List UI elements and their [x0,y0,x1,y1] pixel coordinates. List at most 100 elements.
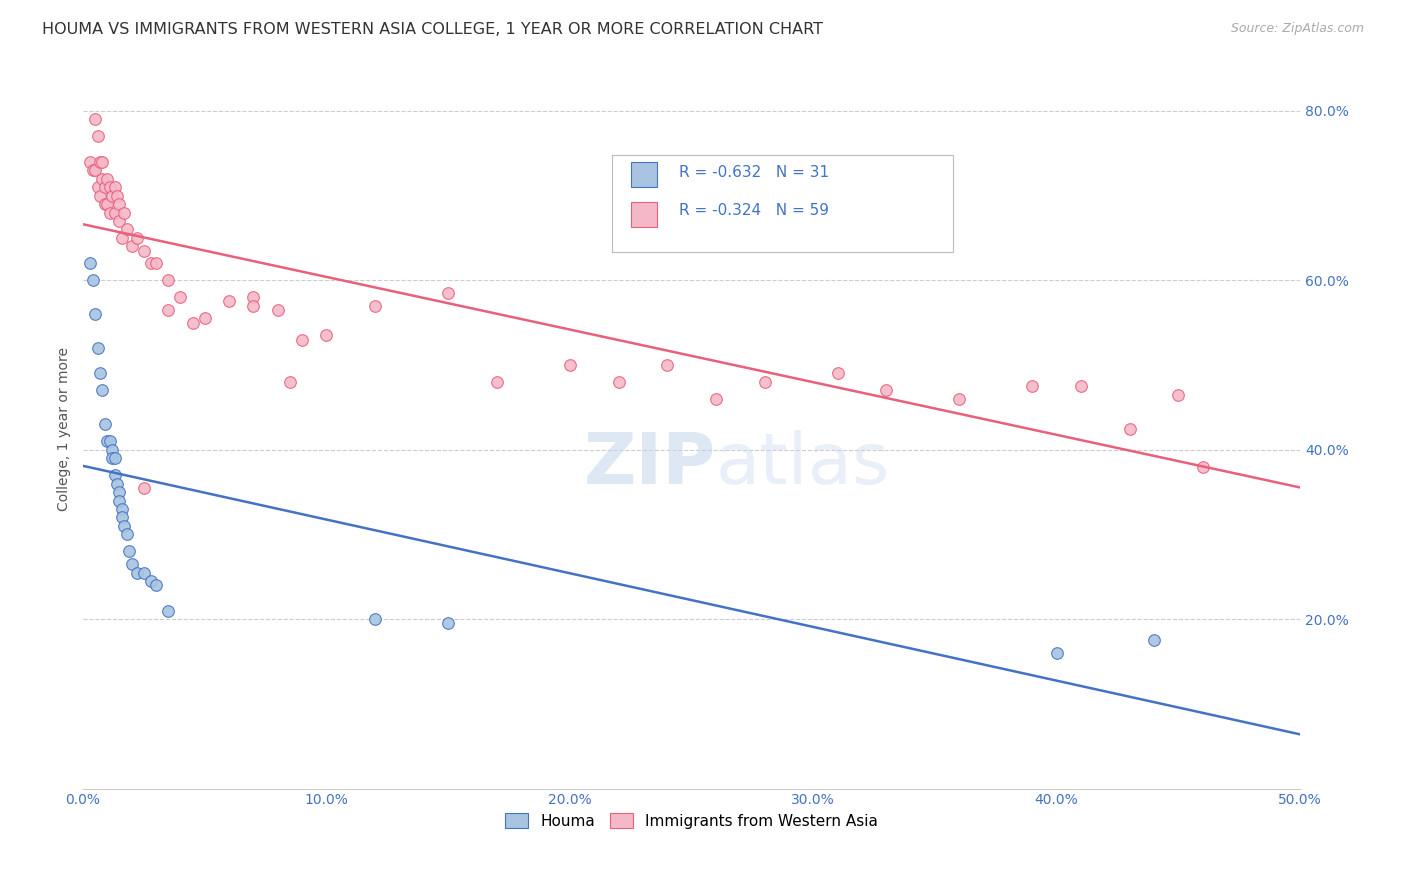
Point [827,367,849,381]
Point [132,244,155,258]
Point [104,180,127,194]
Point [82,273,104,287]
Point [111,231,134,245]
Point [79,256,101,270]
Point [1191,459,1213,474]
Point [89,154,111,169]
Text: ZIP: ZIP [583,430,716,499]
Point [91,384,114,398]
Point [194,311,217,326]
Point [132,566,155,580]
Point [118,544,141,558]
Point [242,290,264,304]
Point [96,434,118,449]
Point [86,129,108,144]
Point [437,616,460,631]
Point [112,205,135,219]
Point [91,154,114,169]
FancyBboxPatch shape [631,162,658,187]
Point [607,375,630,389]
Text: R = -0.324   N = 59: R = -0.324 N = 59 [679,202,830,218]
Point [704,392,727,406]
Point [218,294,240,309]
Point [132,481,155,495]
Text: HOUMA VS IMMIGRANTS FROM WESTERN ASIA COLLEGE, 1 YEAR OR MORE CORRELATION CHART: HOUMA VS IMMIGRANTS FROM WESTERN ASIA CO… [42,22,823,37]
Point [86,341,108,355]
Point [315,328,337,343]
Point [139,574,162,588]
Point [89,188,111,202]
Point [91,171,114,186]
Text: Source: ZipAtlas.com: Source: ZipAtlas.com [1230,22,1364,36]
Y-axis label: College, 1 year or more: College, 1 year or more [58,346,72,510]
Point [112,519,135,533]
Point [364,299,387,313]
Text: atlas: atlas [716,430,890,499]
Point [104,451,127,466]
Point [1046,646,1069,660]
Point [111,510,134,524]
Point [108,197,131,211]
Point [1143,633,1166,648]
Point [89,367,111,381]
Point [157,604,180,618]
Point [115,222,138,236]
Point [101,451,124,466]
Point [108,214,131,228]
Point [558,358,581,372]
Point [108,485,131,500]
Point [94,417,117,432]
Point [121,239,143,253]
Point [948,392,970,406]
Point [1021,379,1043,393]
Point [278,375,301,389]
Point [108,493,131,508]
Point [105,476,128,491]
Point [104,468,127,483]
Point [157,302,180,317]
Point [101,442,124,457]
Point [754,375,776,389]
Point [105,188,128,202]
FancyBboxPatch shape [613,155,953,252]
Point [94,197,117,211]
Point [101,188,124,202]
Point [79,154,101,169]
Point [115,527,138,541]
Point [875,384,897,398]
Point [145,578,167,592]
Point [86,180,108,194]
Point [104,205,127,219]
Point [96,171,118,186]
Point [291,333,314,347]
Point [82,163,104,178]
Point [1118,421,1140,435]
Point [169,290,191,304]
Point [1070,379,1092,393]
Point [145,256,167,270]
Point [267,302,290,317]
Point [139,256,162,270]
Point [437,285,460,300]
FancyBboxPatch shape [631,202,658,227]
Point [125,231,148,245]
Point [96,197,118,211]
Point [98,434,121,449]
Point [242,299,264,313]
Point [181,316,204,330]
Point [657,358,679,372]
Text: R = -0.632   N = 31: R = -0.632 N = 31 [679,165,830,180]
Point [84,163,107,178]
Point [98,205,121,219]
Legend: Houma, Immigrants from Western Asia: Houma, Immigrants from Western Asia [499,806,884,835]
Point [111,502,134,516]
Point [364,612,387,626]
Point [1167,387,1189,401]
Point [121,557,143,571]
Point [98,180,121,194]
Point [125,566,148,580]
Point [157,273,180,287]
Point [84,112,107,127]
Point [94,180,117,194]
Point [485,375,508,389]
